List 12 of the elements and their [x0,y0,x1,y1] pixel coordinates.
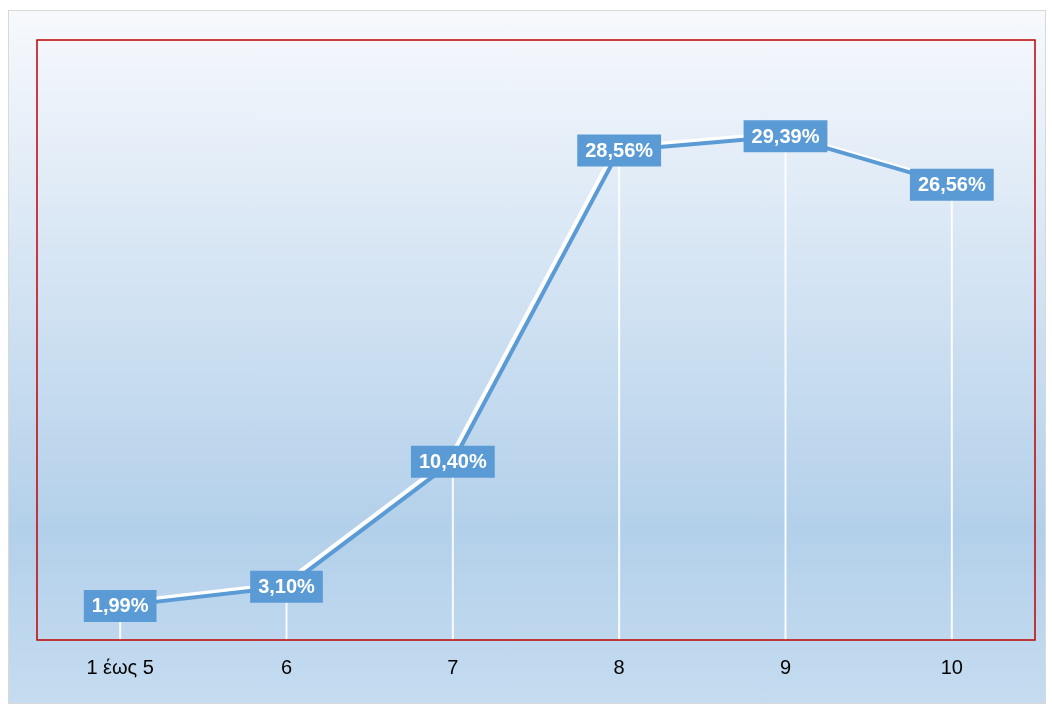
x-tick-label: 7 [447,655,459,678]
data-label: 28,56% [585,138,654,161]
x-tick-label: 8 [613,655,625,678]
data-label: 3,10% [258,575,316,598]
data-label: 26,56% [917,173,986,196]
data-label: 29,39% [751,124,820,147]
data-label: 1,99% [91,594,149,617]
x-tick-label: 9 [779,655,792,678]
data-label: 10,40% [418,450,487,473]
x-tick-label: 10 [940,655,963,678]
x-tick-label: 1 έως 5 [86,655,154,678]
x-tick-label: 6 [280,655,293,678]
